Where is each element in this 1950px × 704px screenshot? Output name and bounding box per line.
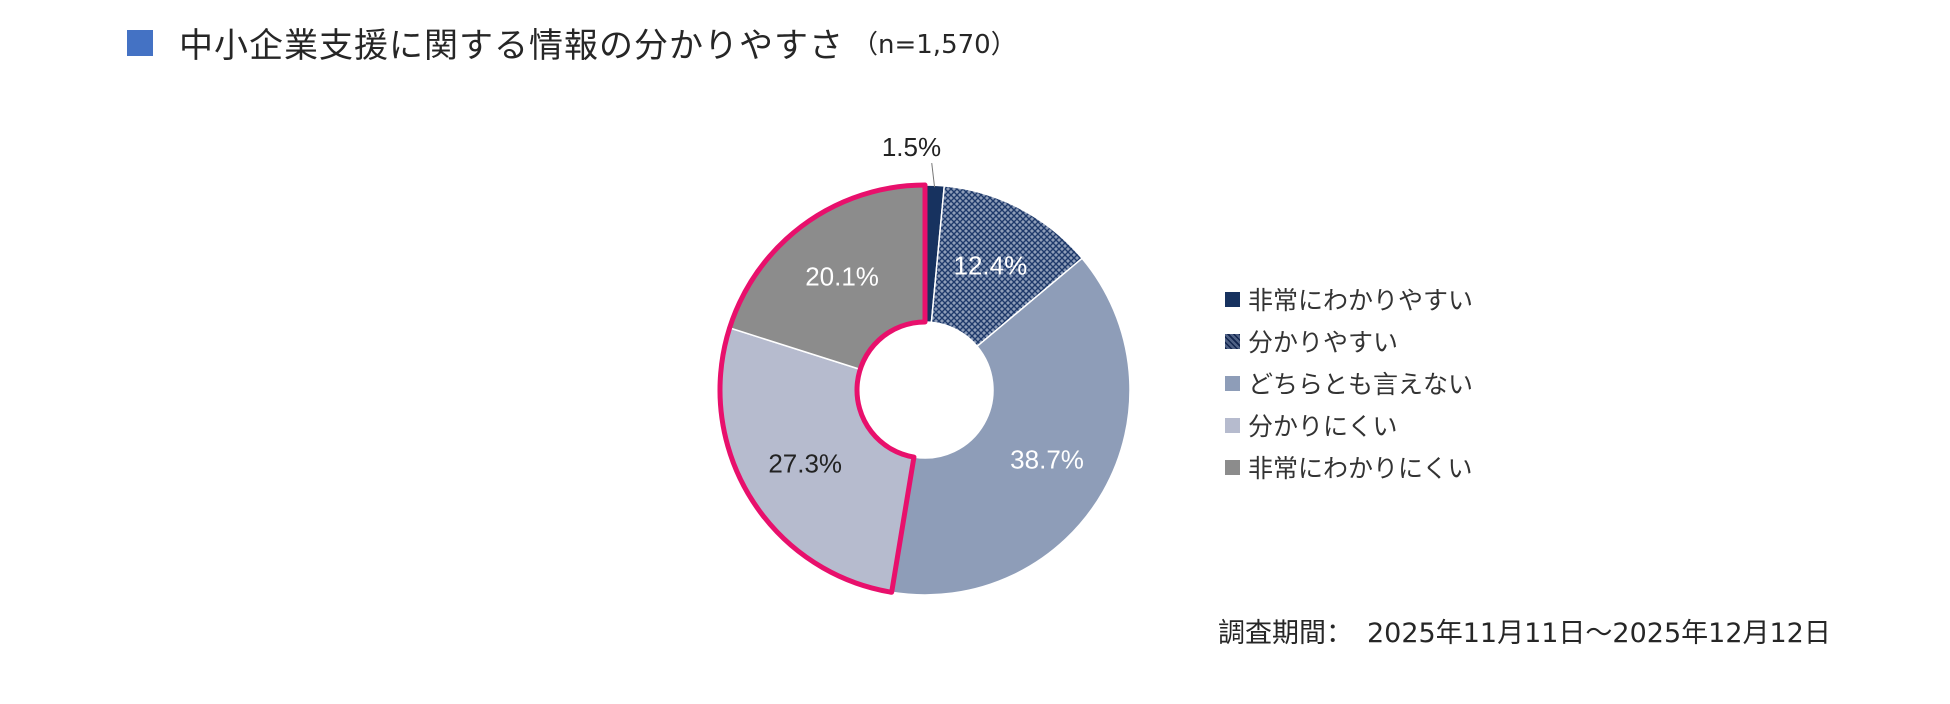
data-label-2: 12.4% — [953, 251, 1027, 281]
legend-item-3: どちらとも言えない — [1225, 362, 1473, 404]
highlight-outline — [717, 182, 928, 595]
legend-label-3: どちらとも言えない — [1248, 370, 1474, 399]
data-label-4: 27.3% — [768, 448, 842, 478]
legend-swatch-1 — [1225, 291, 1240, 307]
data-label-1: 1.5% — [882, 132, 941, 162]
survey-period: 調査期間： 2025年11月11日～2025年12月12日 — [1218, 611, 1831, 650]
legend-item-1: 非常にわかりやすい — [1225, 278, 1473, 320]
survey-period-label: 調査期間： — [1218, 618, 1353, 649]
legend-item-2: 分かりやすい — [1225, 320, 1473, 362]
legend-label-5: 非常にわかりにくい — [1248, 454, 1473, 483]
legend-item-4: 分かりにくい — [1225, 404, 1473, 446]
sample-size: （n=1,570） — [852, 30, 1017, 60]
legend-label-2: 分かりやすい — [1248, 328, 1399, 357]
chart-title: 中小企業支援に関する情報の分かりやすさ — [179, 26, 844, 66]
legend-label-4: 分かりにくい — [1248, 412, 1398, 441]
legend-swatch-5 — [1225, 459, 1240, 475]
data-label-3: 38.7% — [1010, 445, 1084, 475]
legend-swatch-2 — [1225, 333, 1240, 349]
slice-2 — [930, 185, 1084, 348]
legend-item-5: 非常にわかりにくい — [1225, 446, 1473, 488]
data-label-5: 20.1% — [805, 262, 879, 292]
legend-swatch-4 — [1225, 417, 1240, 433]
slice-3 — [890, 257, 1131, 596]
survey-period-value: 2025年11月11日～2025年12月12日 — [1367, 618, 1831, 649]
leader-line-1 — [931, 163, 936, 188]
title-square-marker — [127, 29, 153, 56]
chart-title-row: 中小企業支援に関する情報の分かりやすさ （n=1,570） — [127, 18, 1017, 67]
chart-legend: 非常にわかりやすい 分かりやすいどちらとも言えない 分かりにくい非常にわかりにくい — [1225, 278, 1473, 488]
legend-label-1: 非常にわかりやすい — [1248, 286, 1474, 315]
legend-swatch-3 — [1225, 375, 1240, 391]
